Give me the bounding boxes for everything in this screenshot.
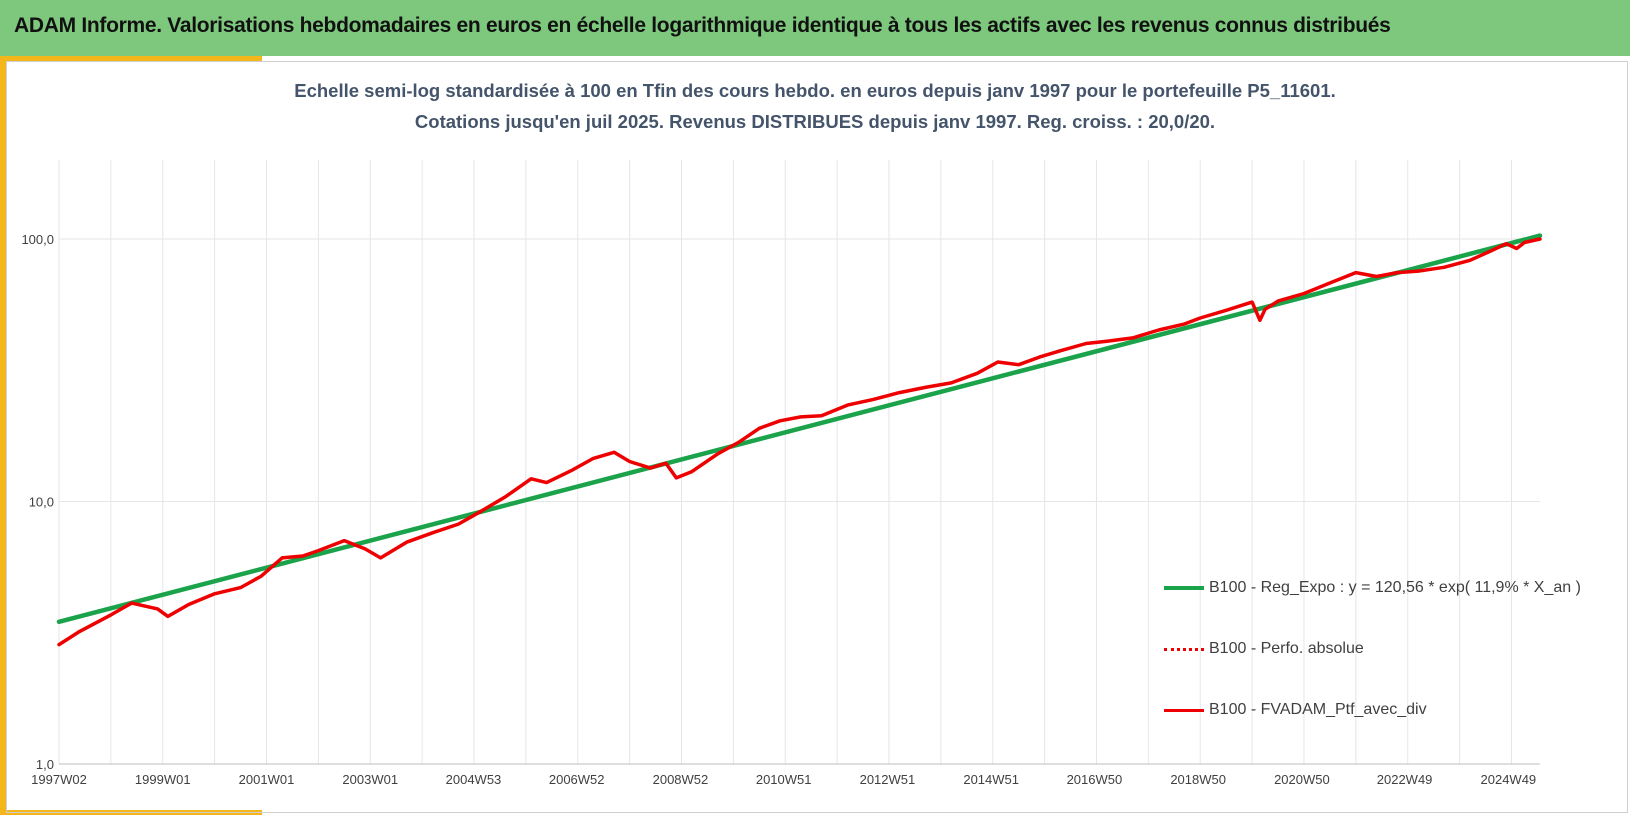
x-tick-label: 2012W51 <box>860 772 916 787</box>
x-tick-label: 2006W52 <box>549 772 605 787</box>
y-tick-label: 100,0 <box>21 232 54 247</box>
report-title: ADAM Informe. Valorisations hebdomadaire… <box>14 14 1391 37</box>
legend-swatch-regression <box>1164 586 1204 590</box>
x-tick-label: 2004W53 <box>446 772 502 787</box>
x-tick-label: 1999W01 <box>135 772 191 787</box>
x-tick-label: 2018W50 <box>1170 772 1226 787</box>
y-tick-label: 10,0 <box>29 495 54 510</box>
x-tick-label: 2001W01 <box>239 772 295 787</box>
chart-frame <box>6 61 1628 813</box>
legend-label-portfolio: B100 - FVADAM_Ptf_avec_div <box>1209 701 1427 718</box>
legend-item-regression: B100 - Reg_Expo : y = 120,56 * exp( 11,9… <box>1164 573 1604 603</box>
chart-title: Echelle semi-log standardisée à 100 en T… <box>294 80 1336 101</box>
series-line-regression <box>56 233 1543 625</box>
x-tick-label: 2024W49 <box>1481 772 1537 787</box>
legend-label-regression: B100 - Reg_Expo : y = 120,56 * exp( 11,9… <box>1209 579 1581 596</box>
x-tick-label: 2008W52 <box>653 772 709 787</box>
x-tick-label: 1997W02 <box>31 772 87 787</box>
x-tick-label: 2003W01 <box>342 772 398 787</box>
chart-subtitle: Cotations jusqu'en juil 2025. Revenus DI… <box>414 111 1216 132</box>
accent-bar-left <box>0 56 6 815</box>
legend-label-perfo-absolue: B100 - Perfo. absolue <box>1209 640 1364 657</box>
accent-bar-top <box>0 56 262 61</box>
series-line-portfolio <box>57 237 1542 647</box>
x-tick-label: 2020W50 <box>1274 772 1330 787</box>
x-tick-label: 2010W51 <box>756 772 812 787</box>
x-tick-label: 2022W49 <box>1377 772 1433 787</box>
legend-swatch-perfo-absolue <box>1164 647 1204 651</box>
legend-swatch-portfolio <box>1164 708 1204 712</box>
title-banner: ADAM Informe. Valorisations hebdomadaire… <box>0 0 1630 56</box>
x-tick-label: 2014W51 <box>963 772 1019 787</box>
x-tick-label: 2016W50 <box>1067 772 1123 787</box>
chart-legend: B100 - Reg_Expo : y = 120,56 * exp( 11,9… <box>1164 573 1604 756</box>
legend-item-portfolio: B100 - FVADAM_Ptf_avec_div <box>1164 695 1604 725</box>
legend-item-perfo-absolue: B100 - Perfo. absolue <box>1164 634 1604 664</box>
y-tick-label: 1,0 <box>36 757 54 772</box>
